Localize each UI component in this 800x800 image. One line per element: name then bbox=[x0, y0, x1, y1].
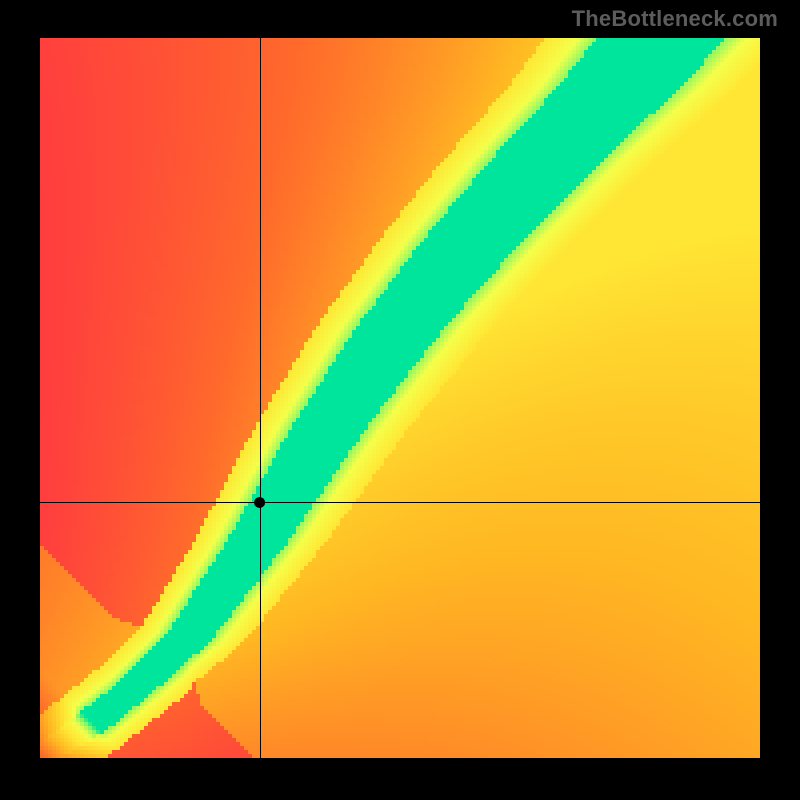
chart-container: TheBottleneck.com bbox=[0, 0, 800, 800]
watermark-text: TheBottleneck.com bbox=[572, 6, 778, 32]
bottleneck-heatmap bbox=[40, 38, 760, 758]
